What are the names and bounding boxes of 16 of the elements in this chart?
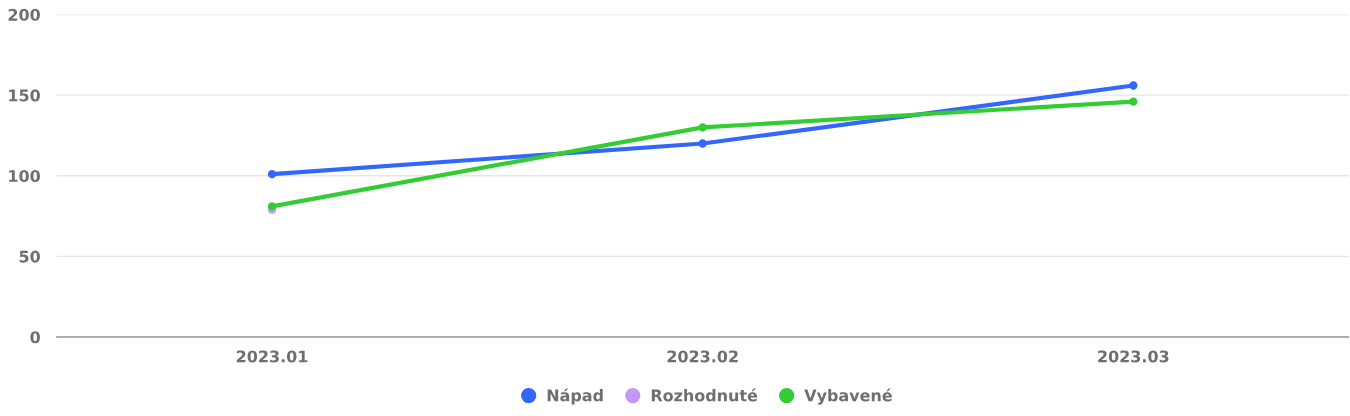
legend-label: Nápad bbox=[547, 388, 603, 405]
point bbox=[1129, 97, 1138, 106]
point bbox=[698, 123, 707, 132]
y-tick-label: 0 bbox=[30, 331, 40, 344]
x-tick-label: 2023.03 bbox=[1098, 350, 1169, 363]
y-tick-label: 200 bbox=[8, 8, 40, 21]
x-tick-label: 2023.01 bbox=[236, 350, 308, 363]
point bbox=[267, 169, 277, 179]
legend-label: Rozhodnuté bbox=[651, 388, 758, 402]
x-tick-label: 2023.02 bbox=[667, 350, 738, 363]
y-tick-label: 50 bbox=[19, 250, 40, 263]
point bbox=[1129, 81, 1138, 90]
legend-label: Vybavené bbox=[804, 388, 892, 405]
y-tick-label: 150 bbox=[9, 89, 40, 102]
point bbox=[698, 139, 707, 148]
y-tick-label: 100 bbox=[9, 169, 40, 183]
